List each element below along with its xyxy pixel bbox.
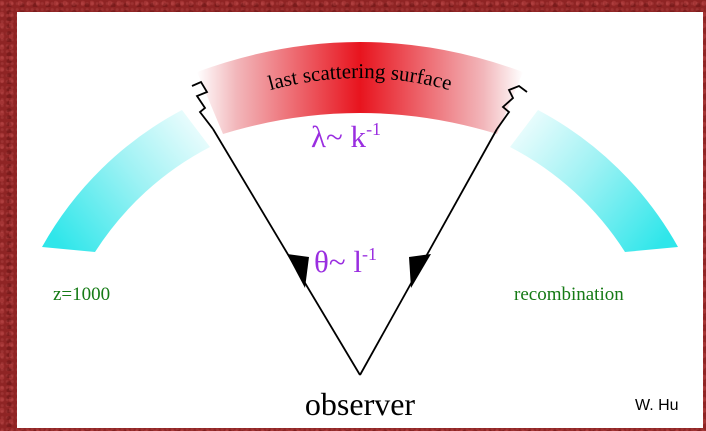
- redshift-label: z=1000: [53, 284, 110, 305]
- recombination-label: recombination: [514, 284, 624, 305]
- recombination-arc-right: [510, 110, 678, 252]
- recombination-arc-left: [42, 110, 210, 252]
- observer-label: observer: [305, 386, 416, 422]
- left-arrowhead: [287, 254, 309, 288]
- left-edge-wiggle: [191, 80, 214, 130]
- last-scattering-band: [197, 42, 523, 134]
- last-scattering-diagram: last scattering surface λ~ k-1 θ~ l-1 z=…: [42, 42, 679, 422]
- left-photon-path: [212, 128, 361, 376]
- wavelength-relation: λ~ k-1: [311, 119, 381, 154]
- right-edge-wiggle: [496, 84, 528, 130]
- diagram-panel: last scattering surface λ~ k-1 θ~ l-1 z=…: [17, 12, 703, 428]
- right-photon-path: [359, 128, 498, 376]
- credit-text: W. Hu: [635, 397, 679, 414]
- right-arrowhead: [409, 254, 431, 288]
- angle-relation: θ~ l-1: [314, 244, 377, 279]
